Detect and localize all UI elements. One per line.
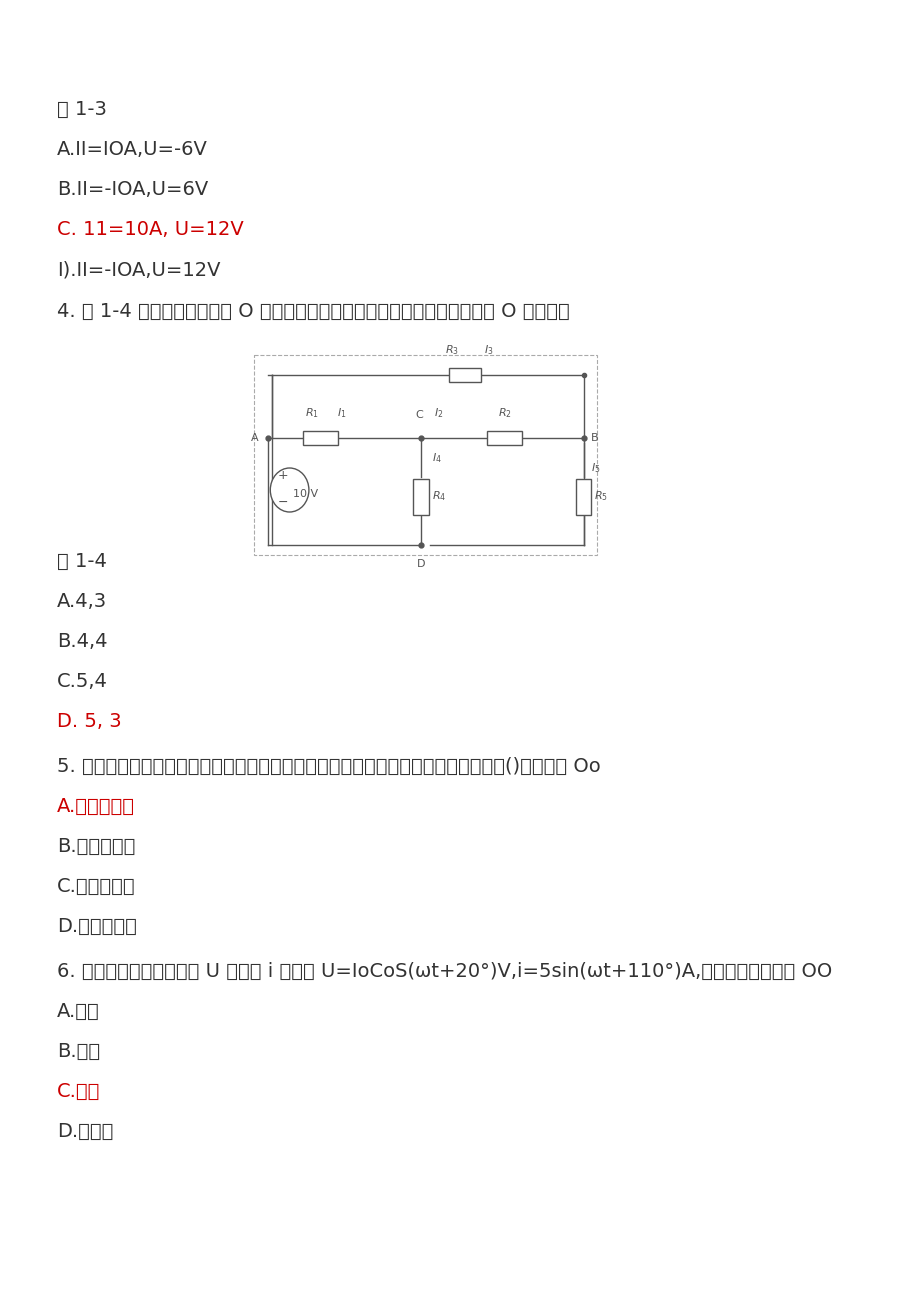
Text: B: B <box>590 433 597 444</box>
Text: 图 1-3: 图 1-3 <box>57 100 107 118</box>
Text: $R_1$: $R_1$ <box>304 406 318 420</box>
Text: I).II=-IOA,U=12V: I).II=-IOA,U=12V <box>57 260 221 278</box>
Text: $I_4$: $I_4$ <box>431 451 441 464</box>
Circle shape <box>270 468 309 513</box>
Bar <box>486 431 522 445</box>
Text: −: − <box>277 496 288 509</box>
Text: A.II=IOA,U=-6V: A.II=IOA,U=-6V <box>57 141 208 159</box>
Text: A.短路，开路: A.短路，开路 <box>57 798 135 816</box>
Text: D.开路，开路: D.开路，开路 <box>57 917 137 935</box>
Text: +: + <box>277 468 288 481</box>
Text: $R_4$: $R_4$ <box>431 489 446 503</box>
Text: D. 5, 3: D. 5, 3 <box>57 712 121 731</box>
Text: 5. 用叠加定理分析电路时，当其中一个电源单独作用时，其他电源应置零，即电压源()、电流源 Oo: 5. 用叠加定理分析电路时，当其中一个电源单独作用时，其他电源应置零，即电压源(… <box>57 757 600 775</box>
Text: B.II=-IOA,U=6V: B.II=-IOA,U=6V <box>57 180 208 199</box>
Text: C: C <box>415 410 423 420</box>
Text: $I_3$: $I_3$ <box>484 343 494 356</box>
Bar <box>448 368 481 382</box>
Text: C.电阱: C.电阱 <box>57 1082 100 1101</box>
Text: $I_5$: $I_5$ <box>590 461 599 475</box>
Bar <box>575 479 591 514</box>
Text: B.开路，短路: B.开路，短路 <box>57 837 135 856</box>
Text: $R_2$: $R_2$ <box>497 406 511 420</box>
Text: A.4,3: A.4,3 <box>57 592 107 611</box>
Text: 4. 图 1-4 所示的电路中包含 O 条支路，用支路电流法分析该电路，需要列写 O 个方程。: 4. 图 1-4 所示的电路中包含 O 条支路，用支路电流法分析该电路，需要列写… <box>57 302 569 321</box>
Text: C. 11=10A, U=12V: C. 11=10A, U=12V <box>57 220 244 239</box>
Text: A: A <box>251 433 258 444</box>
Text: C.5,4: C.5,4 <box>57 673 108 691</box>
Text: 图 1-4: 图 1-4 <box>57 552 107 571</box>
Bar <box>302 431 337 445</box>
Text: 6. 已知电路某元件的电压 U 和电流 i 分别为 U=IoCoS(ωt+20°)V,i=5sin(ωt+110°)A,则该元件的性质是 OO: 6. 已知电路某元件的电压 U 和电流 i 分别为 U=IoCoS(ωt+20°… <box>57 961 832 981</box>
Text: $I_2$: $I_2$ <box>434 406 443 420</box>
Text: 10 V: 10 V <box>293 489 318 500</box>
Text: $R_5$: $R_5$ <box>594 489 607 503</box>
Text: B.电感: B.电感 <box>57 1042 100 1062</box>
Text: $I_1$: $I_1$ <box>337 406 346 420</box>
Text: C.短路，短路: C.短路，短路 <box>57 877 135 896</box>
Text: A.电容: A.电容 <box>57 1002 99 1021</box>
Bar <box>413 479 428 514</box>
Text: B.4,4: B.4,4 <box>57 632 108 650</box>
Text: D.不确定: D.不确定 <box>57 1121 113 1141</box>
Text: D: D <box>416 559 425 569</box>
Text: $R_3$: $R_3$ <box>445 343 459 356</box>
